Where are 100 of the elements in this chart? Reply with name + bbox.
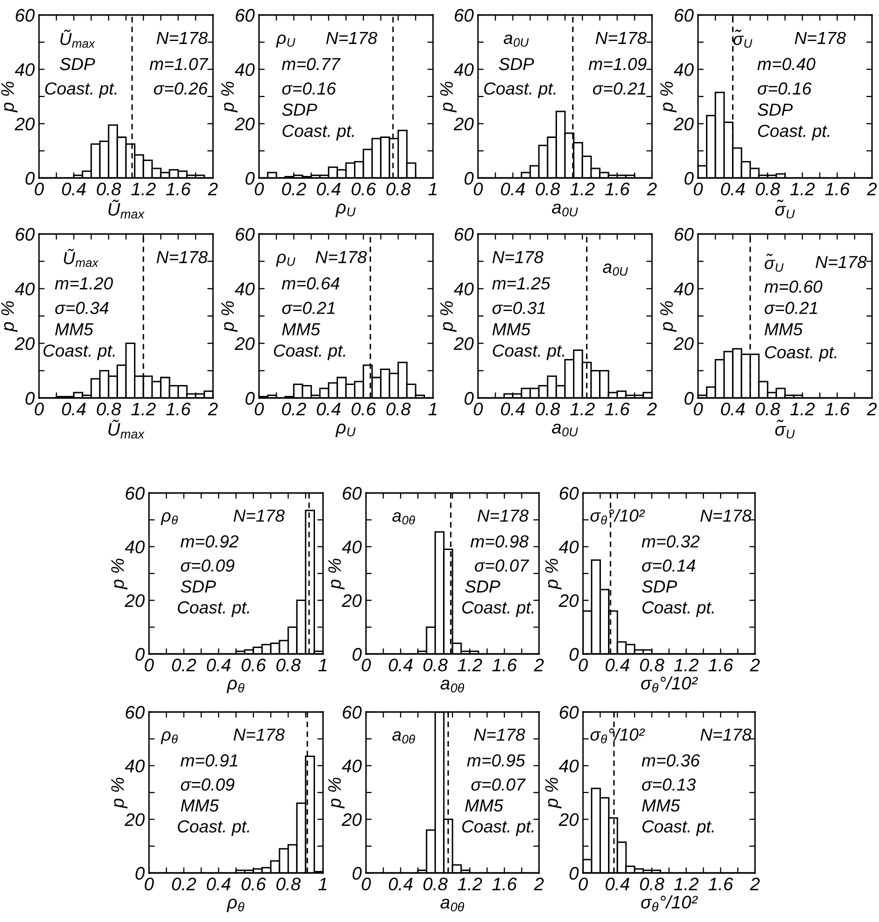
x-tick-label: 0.2 bbox=[282, 402, 306, 416]
annotation: m=0.32 bbox=[642, 535, 700, 548]
annotation: N=178 bbox=[316, 250, 367, 264]
x-tick-label: 0.8 bbox=[423, 878, 448, 890]
x-tick-label: 0.6 bbox=[352, 182, 376, 196]
y-tick-label: 20 bbox=[124, 594, 145, 608]
x-tick-label: 1.2 bbox=[131, 182, 156, 196]
x-tick-label: 2 bbox=[750, 878, 760, 890]
x-tick-label: 0.4 bbox=[206, 878, 230, 890]
x-tick-label: 0 bbox=[578, 658, 588, 672]
annotation: Coast. pt. bbox=[765, 346, 836, 362]
y-axis-title: p % bbox=[1, 301, 18, 332]
x-axis-title: a$_{0U}$ bbox=[552, 204, 578, 216]
annotation: σ=0.07 bbox=[474, 559, 530, 572]
x-tick-label: 0.4 bbox=[62, 402, 86, 416]
annotation: Coast. pt. bbox=[462, 601, 534, 618]
annotation: N=178 bbox=[474, 728, 526, 741]
y-tick-label: 60 bbox=[342, 706, 362, 719]
y-tick-label: 40 bbox=[342, 540, 362, 554]
x-tick-label: 0.4 bbox=[501, 182, 525, 196]
y-tick-label: 40 bbox=[234, 63, 255, 76]
x-tick-label: 1.2 bbox=[674, 658, 698, 672]
x-tick-label: 0.8 bbox=[536, 182, 560, 196]
x-tick-label: 2 bbox=[208, 402, 218, 416]
annotation: a$_{0U}$ bbox=[504, 34, 529, 47]
x-tick-label: 0.4 bbox=[606, 878, 630, 890]
y-tick-label: 60 bbox=[674, 228, 694, 241]
x-tick-label: 0 bbox=[254, 402, 264, 416]
annotation: a$_{0θ}$ bbox=[392, 731, 416, 744]
annotation: m=0.95 bbox=[467, 754, 526, 767]
x-axis-title: σ$_{θ}$°/10² bbox=[641, 895, 698, 912]
y-tick-label: 0 bbox=[684, 172, 694, 185]
annotation: N=178 bbox=[234, 510, 285, 522]
x-axis-title: σ$_{θ}$°/10² bbox=[641, 676, 698, 692]
x-tick-label: 1.6 bbox=[825, 182, 850, 196]
annotation: m=0.91 bbox=[180, 754, 238, 767]
y-tick-label: 60 bbox=[126, 706, 145, 719]
annotation: Coast. pt. bbox=[178, 820, 250, 836]
y-tick-label: 60 bbox=[236, 228, 255, 241]
y-tick-label: 40 bbox=[124, 760, 145, 772]
y-tick-label: 40 bbox=[674, 282, 694, 296]
y-tick-label: 60 bbox=[236, 8, 255, 22]
annotation: σ=0.21 bbox=[592, 82, 646, 95]
annotation: N=178 bbox=[492, 250, 544, 264]
annotation: Coast. pt. bbox=[178, 601, 250, 618]
annotation: Coast. pt. bbox=[43, 344, 115, 360]
annotation: SDP bbox=[282, 104, 318, 116]
x-tick-label: 0.8 bbox=[96, 182, 122, 196]
annotation: σ=0.13 bbox=[642, 778, 696, 791]
x-tick-label: 0.4 bbox=[606, 658, 630, 672]
x-tick-label: 2 bbox=[646, 182, 657, 196]
x-tick-label: 0.4 bbox=[721, 182, 745, 196]
x-tick-label: 2 bbox=[534, 878, 544, 890]
x-tick-label: 1.2 bbox=[790, 182, 815, 196]
x-tick-label: 0.8 bbox=[640, 878, 664, 890]
y-tick-label: 20 bbox=[454, 118, 474, 130]
y-tick-label: 20 bbox=[342, 813, 362, 826]
x-tick-label: 0.4 bbox=[501, 402, 525, 416]
annotation: N=178 bbox=[326, 32, 378, 44]
annotation: SDP bbox=[498, 58, 534, 70]
y-tick-label: 60 bbox=[560, 486, 579, 500]
y-tick-label: 0 bbox=[352, 648, 362, 661]
x-tick-label: 0.8 bbox=[423, 658, 448, 672]
x-tick-label: 1.2 bbox=[790, 402, 815, 416]
x-tick-label: 0 bbox=[474, 402, 483, 416]
annotation: m=1.07 bbox=[150, 58, 208, 70]
annotation: m=0.92 bbox=[180, 535, 238, 548]
x-tick-label: 0.4 bbox=[62, 182, 86, 196]
annotation: σ=0.09 bbox=[180, 559, 234, 572]
y-tick-label: 40 bbox=[454, 282, 474, 296]
y-tick-label: 40 bbox=[342, 760, 362, 772]
y-tick-label: 60 bbox=[342, 486, 362, 500]
y-tick-label: 0 bbox=[352, 866, 362, 880]
y-tick-label: 20 bbox=[342, 594, 362, 608]
x-tick-label: 0.8 bbox=[640, 658, 664, 672]
x-tick-label: 0 bbox=[254, 182, 264, 196]
y-tick-label: 20 bbox=[454, 337, 474, 350]
annotation: m=0.64 bbox=[282, 277, 340, 290]
y-tick-label: 0 bbox=[246, 172, 255, 185]
x-tick-label: 1 bbox=[428, 402, 436, 416]
annotation: σ=0.31 bbox=[492, 302, 545, 314]
annotation: MM5 bbox=[465, 800, 504, 812]
annotation: σ=0.09 bbox=[180, 778, 234, 791]
x-tick-label: 0.8 bbox=[276, 878, 301, 890]
x-tick-label: 2 bbox=[208, 182, 218, 196]
y-tick-label: 20 bbox=[558, 813, 579, 826]
x-tick-label: 1 bbox=[428, 182, 436, 196]
y-tick-label: 0 bbox=[570, 648, 579, 661]
x-tick-label: 0 bbox=[34, 402, 44, 416]
y-tick-label: 0 bbox=[464, 392, 474, 405]
y-tick-label: 0 bbox=[26, 392, 35, 405]
x-axis-title: a$_{0θ}$ bbox=[440, 898, 464, 912]
annotation: MM5 bbox=[180, 800, 219, 812]
y-tick-label: 0 bbox=[464, 172, 474, 185]
y-tick-label: 40 bbox=[558, 540, 579, 554]
x-axis-title: ρ$_{U}$ bbox=[335, 204, 356, 218]
annotation: N=178 bbox=[794, 32, 846, 44]
y-tick-label: 20 bbox=[14, 118, 35, 130]
y-axis-title: p % bbox=[545, 558, 562, 590]
annotation: N=178 bbox=[596, 32, 647, 44]
